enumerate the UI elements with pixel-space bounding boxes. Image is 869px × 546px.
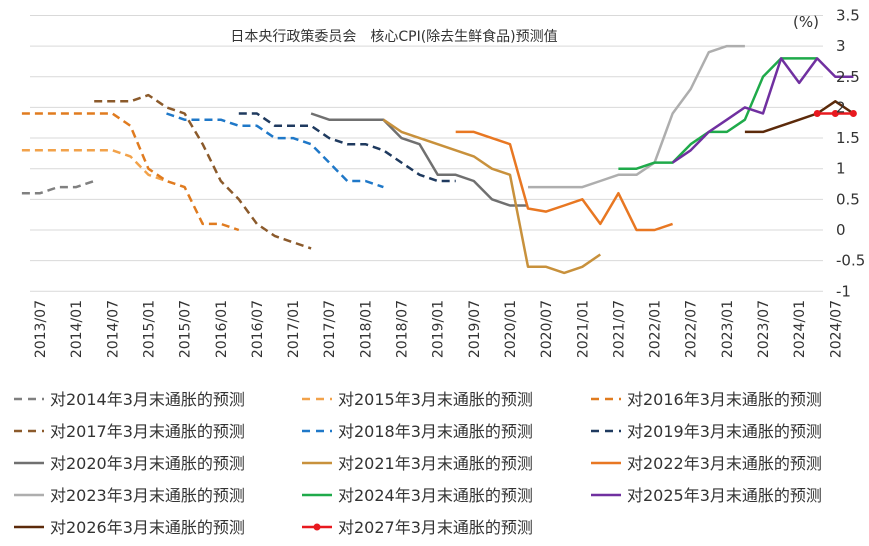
- y-tick-label: 1: [836, 160, 846, 178]
- y-tick-label: 2: [836, 98, 846, 116]
- y-tick-label: -1: [836, 282, 851, 300]
- y-tick-label: 1.5: [836, 129, 860, 147]
- legend-label: 对2021年3月末通胀的预测: [338, 454, 533, 473]
- series-line-13: [744, 100, 855, 134]
- legend-label: 对2019年3月末通胀的预测: [627, 422, 822, 441]
- legend-label: 对2014年3月末通胀的预测: [50, 390, 245, 409]
- legend-label: 对2027年3月末通胀的预测: [338, 518, 533, 537]
- y-tick-label: -0.5: [836, 252, 865, 270]
- y-tick-label: 0: [836, 221, 846, 239]
- chart-title: 日本央行政策委员会 核心CPI(除去生鲜食品)预测值: [230, 28, 557, 45]
- x-tick-label: 2023/01: [720, 300, 736, 358]
- legend-label: 对2017年3月末通胀的预测: [50, 422, 245, 441]
- x-tick-label: 2021/07: [611, 300, 627, 358]
- series-point: [831, 110, 839, 118]
- series-line-12: [671, 57, 854, 164]
- legend-label: 对2023年3月末通胀的预测: [50, 486, 245, 505]
- x-tick-label: 2024/01: [792, 300, 808, 358]
- x-tick-label: 2016/01: [214, 300, 230, 358]
- x-tick-label: 2024/07: [828, 300, 844, 358]
- legend-label: 对2024年3月末通胀的预测: [338, 486, 533, 505]
- x-tick-label: 2017/07: [322, 300, 338, 358]
- x-tick-label: 2020/01: [503, 300, 519, 358]
- series-line-7: [310, 112, 528, 207]
- x-tick-label: 2016/07: [250, 300, 266, 358]
- legend-label: 对2022年3月末通胀的预测: [627, 454, 822, 473]
- series-line-2: [21, 149, 167, 183]
- series-point: [849, 110, 857, 118]
- legend-label: 对2015年3月末通胀的预测: [338, 390, 533, 409]
- legend-label: 对2018年3月末通胀的预测: [338, 422, 533, 441]
- series-lines: [21, 44, 857, 275]
- y-tick-label: 3.5: [836, 6, 860, 24]
- series-line-1: [21, 179, 95, 195]
- x-tick-label: 2013/07: [33, 300, 49, 358]
- unit-label: (%): [793, 13, 819, 31]
- legend-label: 对2025年3月末通胀的预测: [627, 486, 822, 505]
- legend-label: 对2016年3月末通胀的预测: [627, 390, 822, 409]
- x-tick-label: 2015/01: [141, 300, 157, 358]
- gridlines: [30, 14, 823, 292]
- y-tick-labels: 3.5 3 2.5 2 1.5 1 0.5 0 -0.5 -1: [836, 6, 865, 300]
- x-tick-label: 2017/01: [286, 300, 302, 358]
- x-tick-label: 2021/01: [575, 300, 591, 358]
- legend: 对2014年3月末通胀的预测 对2015年3月末通胀的预测 对2016年3月末通胀的…: [14, 390, 822, 537]
- y-tick-label: 3: [836, 37, 846, 55]
- x-tick-label: 2020/07: [539, 300, 555, 358]
- series-line-4: [94, 93, 312, 250]
- legend-marker: [313, 523, 321, 531]
- x-tick-label: 2022/07: [684, 300, 700, 358]
- x-tick-label: 2018/01: [358, 300, 374, 358]
- x-tick-label: 2022/01: [648, 300, 664, 358]
- y-tick-label: 2.5: [836, 68, 860, 86]
- x-tick-label: 2014/07: [105, 300, 121, 358]
- series-line-11: [618, 57, 818, 170]
- series-line-3: [21, 112, 240, 232]
- x-tick-label: 2014/01: [69, 300, 85, 358]
- x-tick-label: 2023/07: [756, 300, 772, 358]
- series-line-9: [455, 130, 674, 232]
- series-line-8: [382, 118, 602, 275]
- series-line-6: [238, 112, 456, 183]
- legend-label: 对2026年3月末通胀的预测: [50, 518, 245, 537]
- x-tick-label: 2015/07: [178, 300, 194, 358]
- series-point: [813, 110, 821, 118]
- x-tick-label: 2019/07: [467, 300, 483, 358]
- y-tick-label: 0.5: [836, 190, 860, 208]
- x-tick-label: 2019/01: [431, 300, 447, 358]
- legend-label: 对2020年3月末通胀的预测: [50, 454, 245, 473]
- x-tick-labels: 2013/07 2014/01 2014/07 2015/01 2015/07 2016/…: [33, 300, 844, 358]
- x-tick-label: 2018/07: [395, 300, 411, 358]
- series-line-10: [528, 44, 745, 189]
